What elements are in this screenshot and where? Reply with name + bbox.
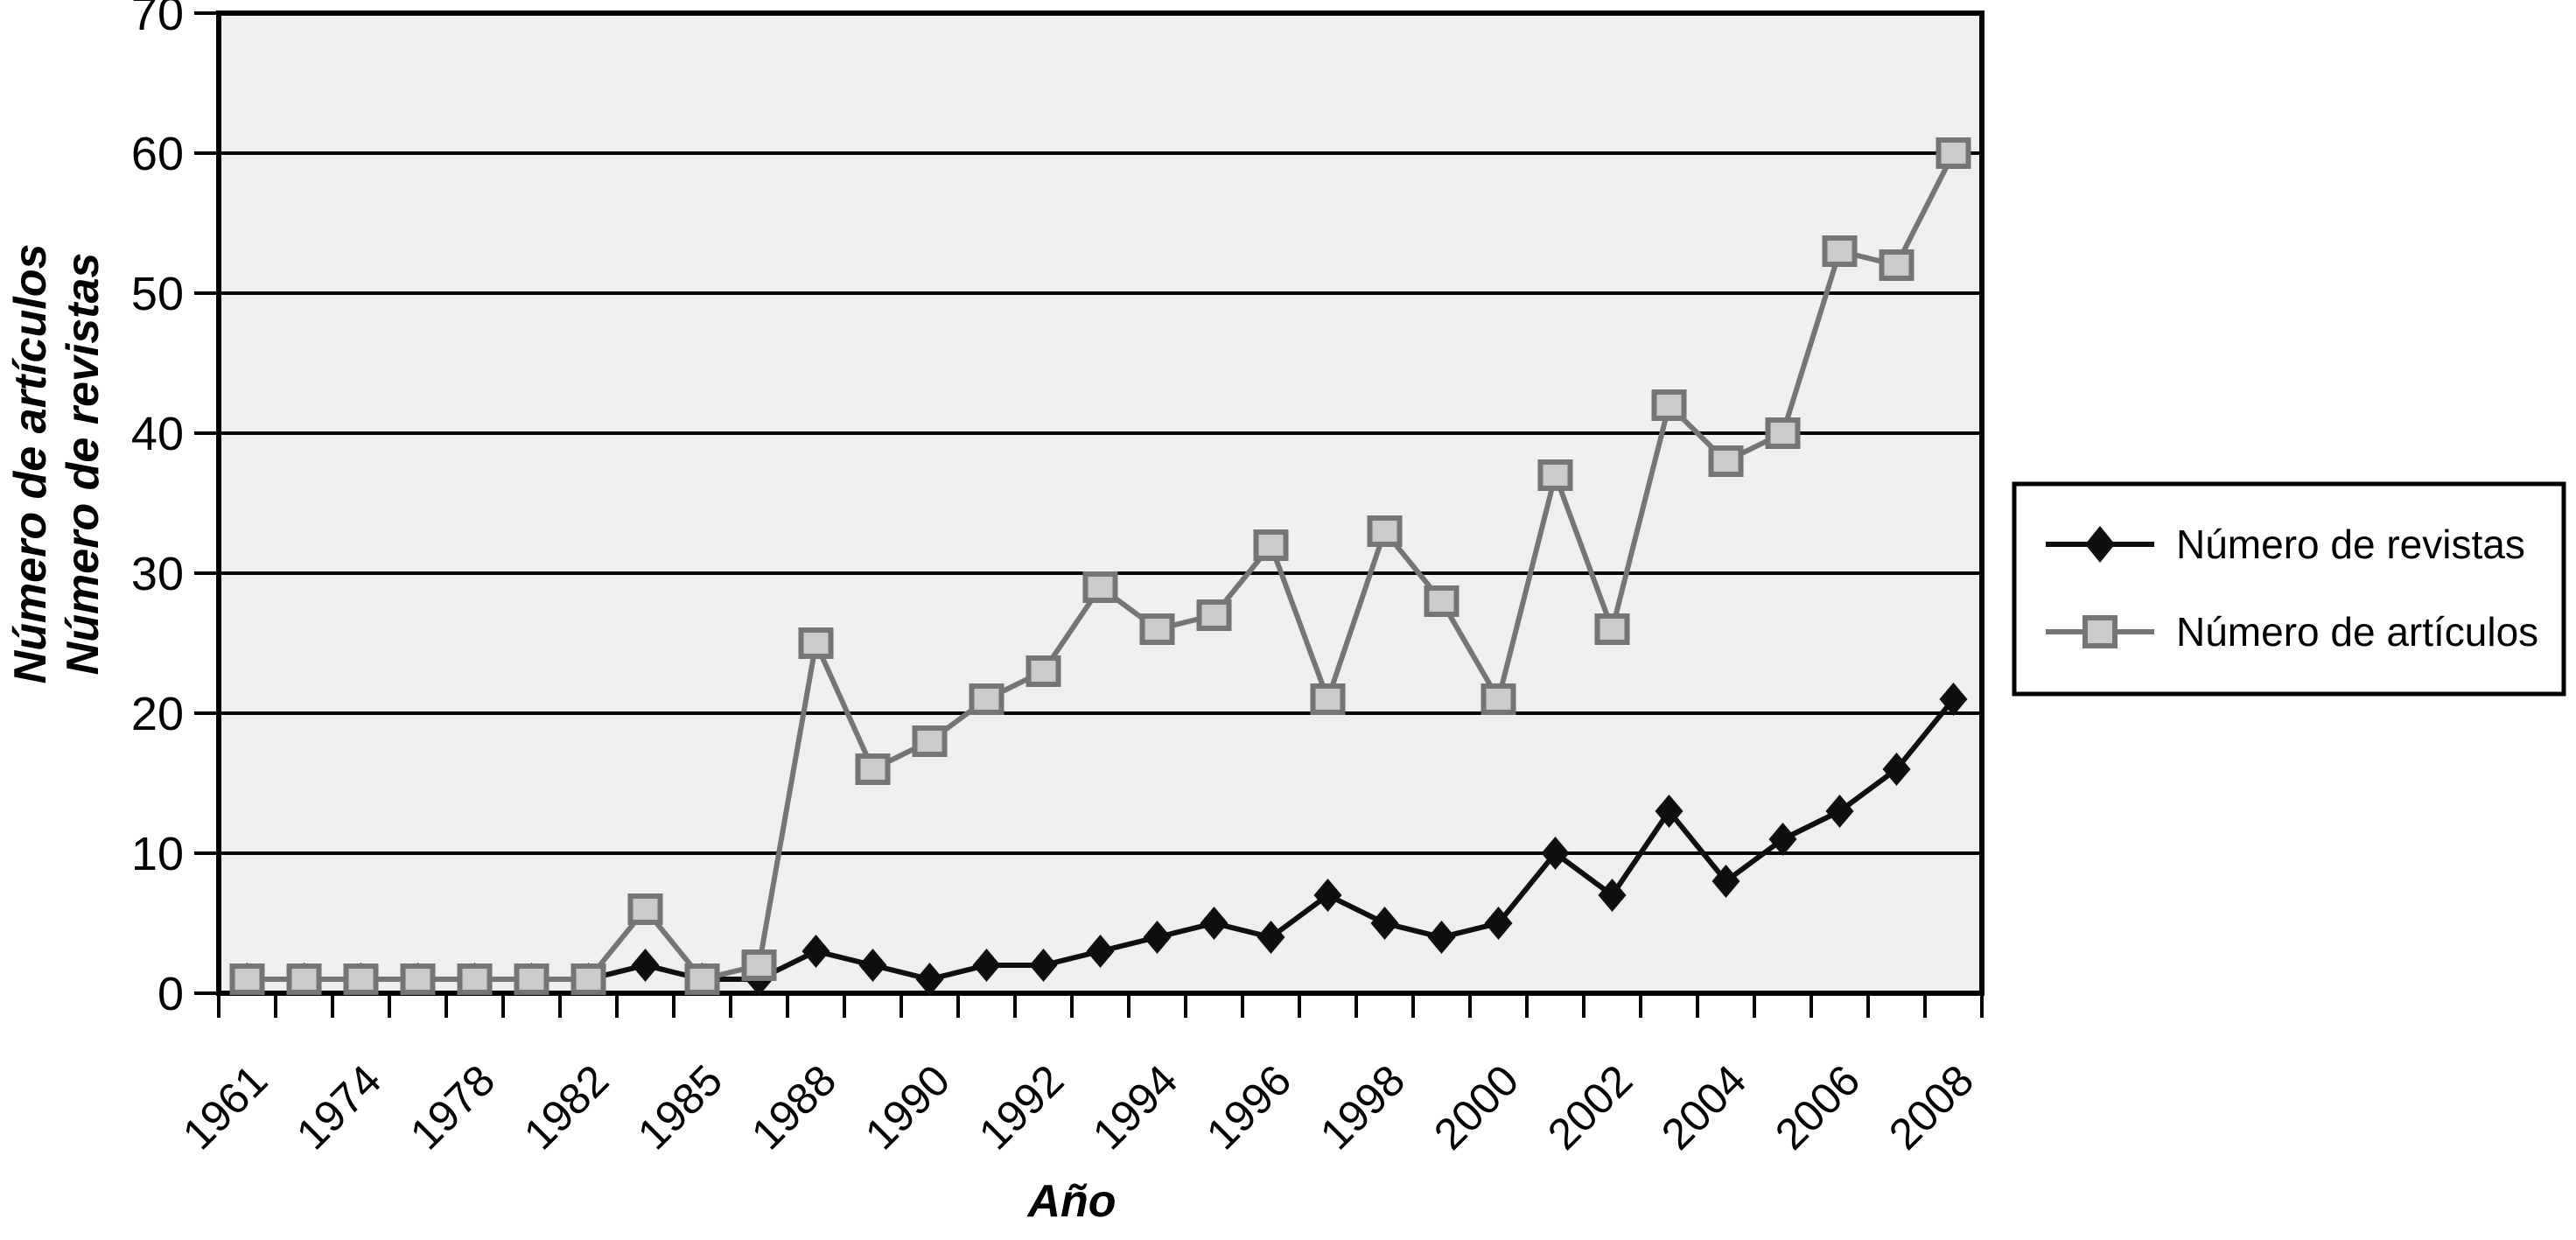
diamond-marker bbox=[1086, 935, 1115, 968]
square-marker bbox=[1765, 417, 1801, 449]
square-marker bbox=[1594, 613, 1630, 645]
y-axis-title-line1: Número de artículos bbox=[5, 244, 56, 684]
legend-diamond-icon bbox=[2085, 526, 2115, 563]
diamond-marker bbox=[1484, 907, 1513, 940]
diamond-marker bbox=[1825, 795, 1854, 828]
x-tick-label: 1990 bbox=[856, 1055, 959, 1159]
y-tick-label: 0 bbox=[158, 968, 184, 1020]
diamond-marker bbox=[1200, 907, 1228, 940]
square-marker bbox=[457, 963, 493, 995]
x-tick-label: 1961 bbox=[173, 1055, 276, 1159]
square-marker bbox=[1537, 459, 1573, 491]
square-marker bbox=[1310, 683, 1346, 715]
diamond-marker bbox=[1143, 921, 1172, 954]
x-tick-label: 1988 bbox=[742, 1055, 845, 1159]
x-tick-label: 1974 bbox=[287, 1055, 390, 1159]
y-tick-label: 20 bbox=[131, 688, 184, 740]
diamond-marker bbox=[1939, 683, 1968, 716]
legend-item-revistas: Número de revistas bbox=[2046, 522, 2525, 567]
diamond-marker bbox=[1256, 921, 1285, 954]
square-marker bbox=[1480, 683, 1516, 715]
square-marker bbox=[1139, 613, 1175, 645]
square-marker bbox=[798, 627, 834, 659]
diamond-marker bbox=[1882, 753, 1911, 786]
y-tick-label: 30 bbox=[131, 548, 184, 600]
square-marker bbox=[855, 753, 891, 785]
diamond-marker bbox=[1029, 949, 1058, 982]
x-axis-title: Año bbox=[1026, 1176, 1116, 1227]
square-marker bbox=[1822, 235, 1858, 267]
square-marker bbox=[1651, 389, 1687, 421]
diamond-marker bbox=[631, 949, 660, 982]
diamond-marker bbox=[1541, 837, 1570, 870]
square-marker bbox=[627, 893, 663, 925]
x-tick-label: 2000 bbox=[1424, 1055, 1528, 1159]
diamond-marker bbox=[972, 949, 1001, 982]
square-marker bbox=[343, 963, 379, 995]
square-marker bbox=[1026, 655, 1061, 687]
x-tick-label: 1994 bbox=[1083, 1055, 1186, 1159]
x-tick-label: 1998 bbox=[1311, 1055, 1414, 1159]
square-marker bbox=[969, 683, 1004, 715]
square-marker bbox=[1424, 585, 1460, 617]
legend-box bbox=[2012, 481, 2566, 697]
diamond-marker bbox=[1370, 907, 1399, 940]
square-marker bbox=[1936, 137, 1971, 169]
square-marker bbox=[912, 725, 948, 757]
square-marker bbox=[570, 963, 606, 995]
diamond-marker bbox=[858, 949, 887, 982]
square-marker bbox=[286, 963, 322, 995]
y-tick-label: 60 bbox=[131, 128, 184, 180]
diamond-marker bbox=[1768, 823, 1797, 856]
square-marker bbox=[1367, 515, 1403, 547]
y-tick-label: 70 bbox=[131, 0, 184, 40]
square-marker bbox=[1879, 249, 1914, 281]
y-axis-title-line2: Número de revistas bbox=[58, 253, 108, 676]
legend-label-revistas: Número de revistas bbox=[2176, 522, 2525, 567]
legend-item-articulos: Número de artículos bbox=[2046, 609, 2538, 655]
plot-frame bbox=[216, 11, 1984, 996]
diamond-marker bbox=[915, 963, 944, 996]
square-marker bbox=[400, 963, 436, 995]
plot-background bbox=[219, 13, 1982, 993]
series-articulos bbox=[229, 137, 1971, 995]
x-tick-label: 1982 bbox=[514, 1055, 618, 1159]
diamond-marker bbox=[802, 935, 830, 968]
square-marker bbox=[1253, 529, 1289, 561]
square-marker bbox=[1708, 445, 1744, 477]
x-tick-label: 1996 bbox=[1197, 1055, 1300, 1159]
diamond-marker bbox=[1712, 865, 1740, 898]
x-tick-label: 2004 bbox=[1652, 1055, 1755, 1159]
y-tick-label: 10 bbox=[131, 828, 184, 880]
square-marker bbox=[684, 963, 720, 995]
x-tick-label: 2002 bbox=[1538, 1055, 1642, 1159]
square-marker bbox=[741, 949, 777, 981]
x-tick-label: 2006 bbox=[1766, 1055, 1869, 1159]
legend-square-icon bbox=[2082, 615, 2118, 648]
x-tick-label: 1985 bbox=[628, 1055, 732, 1159]
square-marker bbox=[514, 963, 550, 995]
x-tick-label: 1992 bbox=[970, 1055, 1073, 1159]
diamond-marker bbox=[1598, 879, 1627, 912]
diamond-marker bbox=[1313, 879, 1342, 912]
square-marker bbox=[229, 963, 265, 995]
diamond-marker bbox=[1655, 795, 1684, 828]
y-tick-label: 50 bbox=[131, 268, 184, 320]
legend-label-articulos: Número de artículos bbox=[2176, 609, 2538, 655]
y-tick-label: 40 bbox=[131, 408, 184, 460]
square-marker bbox=[1196, 599, 1232, 631]
legend: Número de revistas Número de artículos bbox=[2012, 481, 2566, 697]
square-marker bbox=[1082, 571, 1118, 603]
x-tick-label: 2008 bbox=[1880, 1055, 1983, 1159]
x-tick-label: 1978 bbox=[401, 1055, 504, 1159]
diamond-marker bbox=[1427, 921, 1456, 954]
